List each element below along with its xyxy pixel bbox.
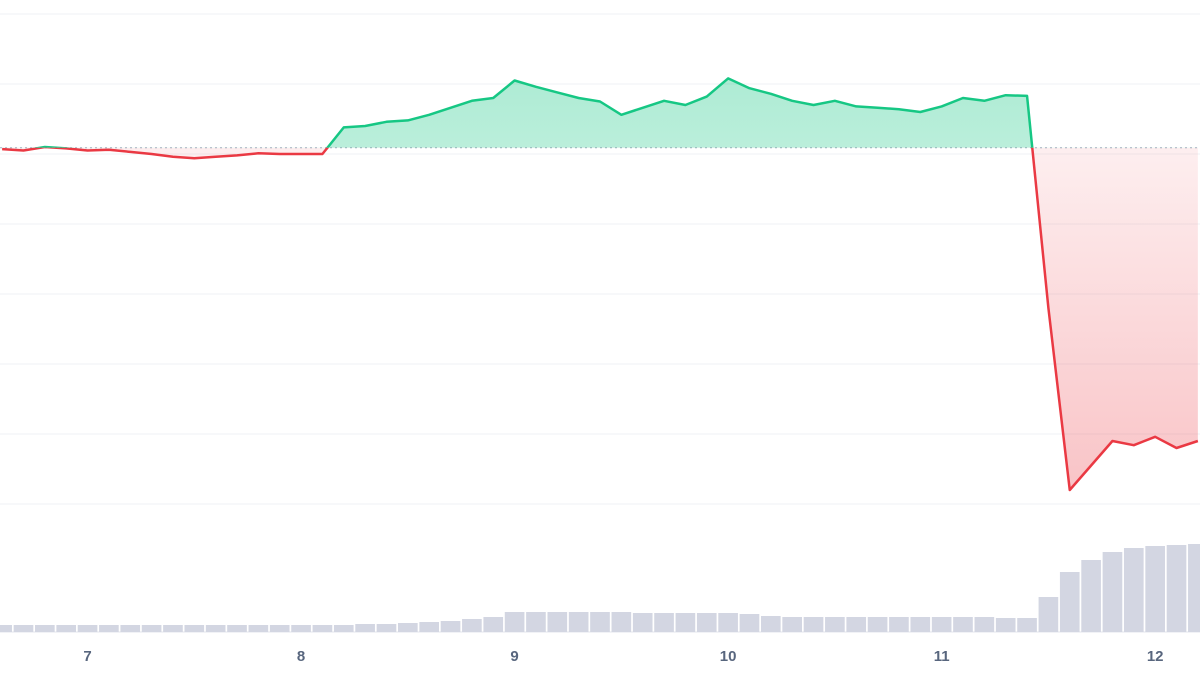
- volume-bar: [953, 617, 973, 632]
- x-tick-label: 10: [720, 648, 737, 665]
- volume-bar: [398, 623, 418, 632]
- volume-bar: [56, 625, 77, 632]
- area-down: [2, 147, 1198, 490]
- volume-bar: [632, 613, 653, 632]
- volume-bar: [35, 625, 55, 632]
- volume-bar: [910, 617, 931, 632]
- volume-bar: [291, 625, 311, 632]
- volume-bar: [867, 617, 888, 632]
- x-tick-label: 8: [297, 648, 305, 665]
- volume-bar: [568, 612, 589, 632]
- volume-bar: [99, 625, 119, 632]
- volume-bar: [312, 625, 333, 632]
- x-tick-label: 12: [1147, 648, 1164, 665]
- volume-bar: [504, 612, 525, 632]
- volume-bar: [675, 613, 696, 632]
- volume-bar: [654, 613, 674, 632]
- volume-bar: [889, 617, 909, 632]
- volume-bar: [739, 614, 760, 632]
- volume-bar: [333, 625, 354, 632]
- volume-bar: [355, 624, 375, 632]
- x-tick-label: 9: [510, 648, 518, 665]
- volume-bar: [248, 625, 269, 632]
- volume-bar: [462, 619, 482, 632]
- volume-bar: [931, 617, 952, 632]
- volume-bar: [696, 613, 717, 632]
- price-line-up: [32, 77, 1034, 148]
- volume-bar: [803, 617, 824, 632]
- volume-bar: [1188, 544, 1200, 632]
- volume-bar: [760, 616, 781, 632]
- volume-bar: [1166, 545, 1187, 632]
- volume-bar: [1081, 560, 1101, 632]
- price-line-down: [2, 147, 1199, 492]
- volume-bar: [141, 625, 162, 632]
- volume-bar: [1145, 546, 1165, 632]
- volume-bar: [483, 617, 504, 632]
- volume-bar: [1102, 552, 1123, 632]
- volume-bar: [846, 617, 867, 632]
- x-tick-label: 7: [83, 648, 91, 665]
- x-tick-label: 11: [934, 648, 950, 665]
- volume-bar: [974, 617, 995, 632]
- volume-bar: [163, 625, 183, 632]
- volume-bar: [782, 617, 802, 632]
- volume-bar: [269, 625, 290, 632]
- volume-bar: [995, 618, 1016, 632]
- volume-bar: [184, 625, 205, 632]
- volume-bar: [547, 612, 568, 632]
- volume-bar: [205, 625, 226, 632]
- volume-bar: [77, 625, 98, 632]
- volume-bar: [13, 625, 34, 632]
- volume-bar: [718, 613, 738, 632]
- volume-bar: [1017, 618, 1037, 632]
- area-up: [40, 78, 1033, 148]
- volume-bar: [590, 612, 610, 632]
- volume-bar: [1123, 548, 1144, 632]
- volume-bar: [611, 612, 632, 632]
- volume-bar: [440, 621, 461, 632]
- volume-bar: [227, 625, 247, 632]
- volume-bar: [419, 622, 440, 632]
- volume-bar: [526, 612, 546, 632]
- volume-bar: [376, 624, 397, 632]
- volume-bar: [1038, 597, 1059, 632]
- volume-bar: [0, 625, 12, 632]
- volume-bar: [825, 617, 845, 632]
- volume-bar: [1059, 572, 1080, 632]
- volume-bar: [120, 625, 141, 632]
